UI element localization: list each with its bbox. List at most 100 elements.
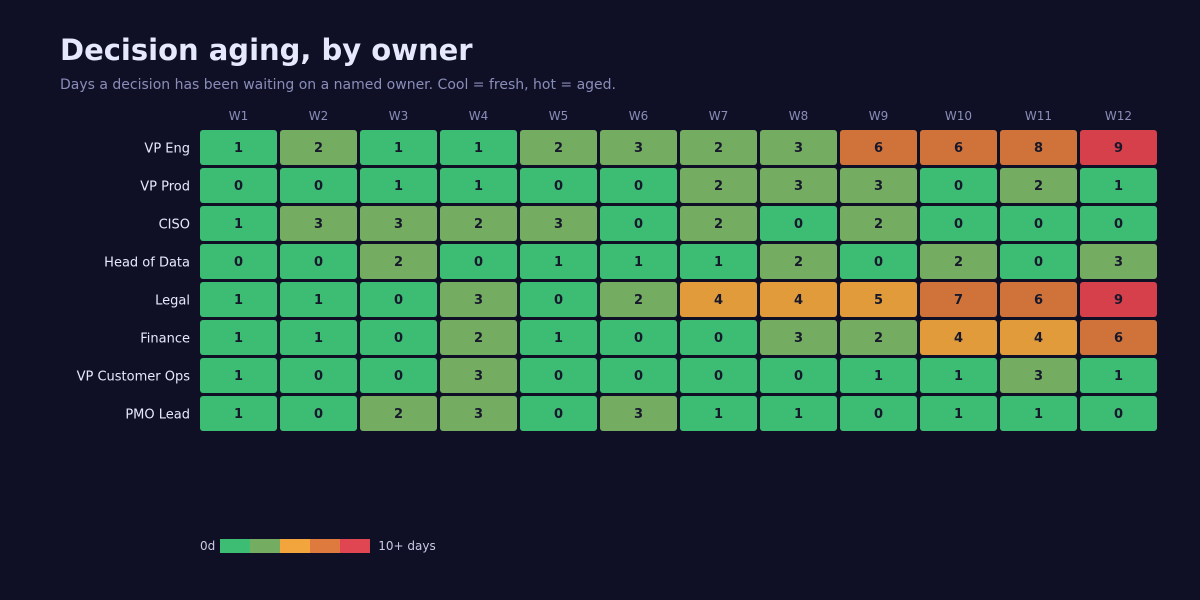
cell-value-label: 0 (234, 179, 243, 194)
cell-value-label: 0 (1034, 217, 1043, 232)
heatmap-cell (360, 396, 437, 431)
cell-value-label: 0 (554, 407, 563, 422)
heatmap-cell (920, 396, 997, 431)
cell-value-label: 3 (634, 407, 643, 422)
heatmap-cell (440, 130, 517, 165)
cell-value-label: 3 (554, 217, 563, 232)
heatmap-cell (200, 320, 277, 355)
cell-value-label: 1 (234, 369, 243, 384)
heatmap-cell (920, 168, 997, 203)
heatmap-cell (600, 396, 677, 431)
heatmap-cell (840, 168, 917, 203)
cell-value-label: 3 (794, 179, 803, 194)
heatmap-cell (840, 244, 917, 279)
cell-value-label: 3 (634, 141, 643, 156)
cell-value-label: 1 (714, 255, 723, 270)
cell-value-label: 0 (634, 217, 643, 232)
cell-value-label: 0 (394, 331, 403, 346)
heatmap-cell (520, 358, 597, 393)
cell-value-label: 3 (474, 407, 483, 422)
legend: 0d 10+ days (200, 536, 436, 556)
legend-swatch (340, 539, 371, 553)
cell-value-label: 2 (1034, 179, 1043, 194)
heatmap-cell (600, 244, 677, 279)
heatmap-cell (200, 130, 277, 165)
cell-value-label: 0 (1114, 407, 1123, 422)
heatmap-cell (680, 358, 757, 393)
column-label: W6 (629, 109, 649, 123)
cell-value-label: 1 (314, 293, 323, 308)
cell-value-label: 0 (954, 217, 963, 232)
column-label: W1 (229, 109, 249, 123)
cell-value-label: 0 (474, 255, 483, 270)
heatmap-cell (760, 244, 837, 279)
heatmap-cell (680, 206, 757, 241)
cell-value-label: 2 (874, 217, 883, 232)
cell-value-label: 0 (314, 369, 323, 384)
heatmap-cell (200, 206, 277, 241)
cell-value-label: 3 (794, 331, 803, 346)
heatmap-cell (360, 168, 437, 203)
heatmap-cell (1080, 206, 1157, 241)
heatmap-cell (360, 206, 437, 241)
heatmap-cell (600, 320, 677, 355)
row-label: Head of Data (104, 256, 190, 271)
column-label: W8 (789, 109, 809, 123)
row-label: VP Customer Ops (77, 370, 191, 385)
heatmap-cell (760, 168, 837, 203)
heatmap-cell (760, 130, 837, 165)
cell-value-label: 0 (394, 293, 403, 308)
cell-value-label: 0 (954, 179, 963, 194)
cell-value-label: 0 (314, 255, 323, 270)
cell-value-label: 1 (1034, 407, 1043, 422)
cell-value-label: 2 (394, 407, 403, 422)
cell-value-label: 1 (554, 255, 563, 270)
heatmap-cell (440, 206, 517, 241)
cell-value-label: 0 (554, 369, 563, 384)
cell-value-label: 0 (874, 255, 883, 270)
heatmap-cell (360, 244, 437, 279)
cell-value-label: 0 (794, 369, 803, 384)
heatmap-cell (1000, 358, 1077, 393)
heatmap-cell (600, 282, 677, 317)
heatmap-cell (680, 396, 757, 431)
heatmap-cell (600, 206, 677, 241)
legend-min-label: 0d (200, 539, 216, 553)
heatmap-cell (360, 358, 437, 393)
cell-value-label: 3 (474, 369, 483, 384)
cell-value-label: 2 (394, 255, 403, 270)
cell-value-label: 6 (1034, 293, 1043, 308)
legend-swatch (250, 539, 281, 553)
heatmap-cell (680, 320, 757, 355)
cell-value-label: 3 (1034, 369, 1043, 384)
cell-value-label: 0 (714, 369, 723, 384)
heatmap-cell (920, 282, 997, 317)
heatmap-cell (600, 358, 677, 393)
cell-value-label: 2 (714, 141, 723, 156)
heatmap-cell (280, 244, 357, 279)
heatmap-cell (680, 282, 757, 317)
cell-value-label: 6 (874, 141, 883, 156)
column-label: W9 (869, 109, 889, 123)
heatmap-cell (280, 130, 357, 165)
heatmap-cell (440, 282, 517, 317)
heatmap-cell (840, 206, 917, 241)
heatmap-cell (520, 396, 597, 431)
cell-value-label: 3 (1114, 255, 1123, 270)
cell-value-label: 2 (794, 255, 803, 270)
heatmap-cell (1080, 320, 1157, 355)
cell-value-label: 0 (634, 179, 643, 194)
heatmap-cell (200, 282, 277, 317)
heatmap-cell (1080, 130, 1157, 165)
heatmap-cell (1000, 282, 1077, 317)
cell-value-label: 3 (474, 293, 483, 308)
heatmap-cell (760, 282, 837, 317)
legend-swatch (310, 539, 341, 553)
cell-value-label: 9 (1114, 141, 1123, 156)
cell-value-label: 0 (794, 217, 803, 232)
heatmap-cell (1000, 396, 1077, 431)
cell-value-label: 0 (874, 407, 883, 422)
cell-value-label: 1 (394, 179, 403, 194)
heatmap-cell (520, 244, 597, 279)
cell-value-label: 1 (794, 407, 803, 422)
